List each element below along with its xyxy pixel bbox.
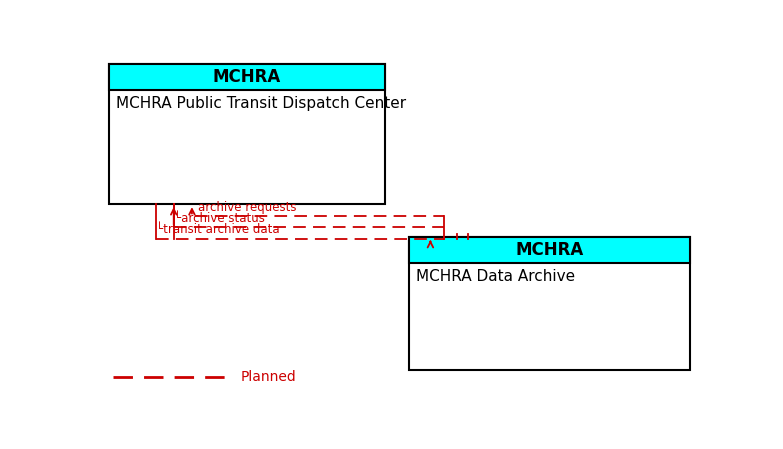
Text: MCHRA: MCHRA	[515, 241, 583, 259]
Text: archive requests: archive requests	[198, 201, 297, 214]
Bar	[109, 64, 385, 90]
Bar	[109, 64, 385, 204]
Text: MCHRA Public Transit Dispatch Center: MCHRA Public Transit Dispatch Center	[116, 97, 406, 111]
Text: └archive status: └archive status	[174, 211, 265, 224]
Text: └transit archive data: └transit archive data	[156, 223, 280, 236]
Text: MCHRA Data Archive: MCHRA Data Archive	[417, 269, 576, 284]
Text: MCHRA: MCHRA	[213, 68, 281, 86]
Bar	[410, 237, 690, 370]
Text: Planned: Planned	[240, 370, 296, 384]
Bar	[410, 237, 690, 263]
